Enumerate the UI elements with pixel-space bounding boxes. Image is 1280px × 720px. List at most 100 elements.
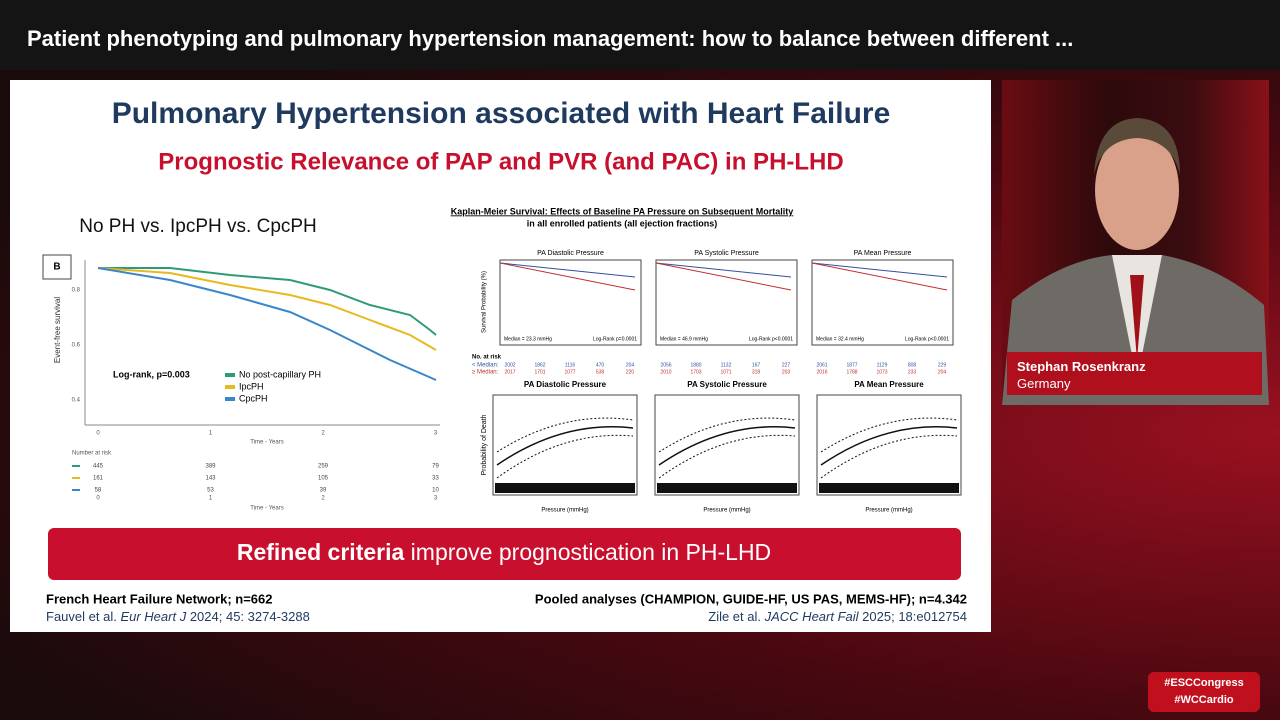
speaker-country: Germany: [1017, 376, 1071, 391]
risk-group: < Median:: [472, 363, 499, 369]
panel-title: PA Systolic Pressure: [687, 380, 767, 389]
risk-cell: 1116: [565, 362, 576, 368]
hashtag: #WCCardio: [1174, 694, 1234, 706]
figure-heading: No PH vs. IpcPH vs. CpcPH: [79, 216, 317, 237]
risk-cell: 53: [207, 488, 214, 494]
risk-cell: 10: [432, 488, 439, 494]
slide-title: Pulmonary Hypertension associated with H…: [112, 97, 891, 130]
risk-cell: 204: [626, 362, 635, 368]
risk-cell: 1877: [846, 362, 857, 368]
legend-label: No post-capillary PH: [239, 369, 321, 379]
speaker-name: Stephan Rosenkranz: [1017, 359, 1146, 374]
rug: [819, 483, 959, 493]
banner-rest: improve prognostication in PH-LHD: [411, 539, 772, 565]
x-label: Pressure (mmHg): [703, 508, 750, 514]
risk-cell: 1073: [876, 369, 887, 375]
slide-subtitle: Prognostic Relevance of PAP and PVR (and…: [158, 148, 843, 175]
risk-cell: 229: [938, 362, 947, 368]
ref-study: French Heart Failure Network; n=662: [46, 591, 273, 606]
slide: Pulmonary Hypertension associated with H…: [10, 80, 991, 632]
banner-bold: Refined criteria: [237, 539, 405, 565]
risk-cell: 105: [318, 476, 329, 482]
y-label: Survival Probability (%): [482, 271, 488, 333]
figure-curve: [811, 262, 948, 291]
ref-citation: Fauvel et al. Eur Heart J 2024; 45: 3274…: [46, 609, 310, 624]
panel-title: PA Systolic Pressure: [694, 250, 759, 257]
median-note: Median = 23.3 mmHg: [504, 336, 552, 342]
rug: [495, 483, 635, 493]
risk-swatch: [72, 489, 80, 491]
figure-band: [496, 417, 634, 479]
risk-cell: 2010: [660, 369, 671, 375]
panel-label: B: [53, 262, 60, 273]
risk-cell: 1077: [564, 369, 575, 375]
figure-subtitle: in all enrolled patients (all ejection f…: [527, 218, 718, 228]
risk-cell: 808: [908, 362, 917, 368]
median-note: Median = 46.9 mmHg: [660, 336, 708, 342]
figure-curve: [655, 262, 792, 291]
face: [1095, 130, 1179, 250]
figure-curve: [496, 426, 634, 466]
risk-cell: 1132: [721, 362, 732, 368]
panel-frame: [655, 259, 798, 346]
risk-cell: 2061: [816, 362, 827, 368]
risk-cell: 58: [95, 488, 102, 494]
logrank-note: Log-Rank p<0.0001: [749, 336, 793, 342]
risk-cell: 204: [938, 369, 947, 375]
risk-cell: 227: [782, 362, 791, 368]
risk-title: Number at risk: [72, 451, 112, 457]
panel-title: PA Mean Pressure: [854, 250, 912, 257]
risk-cell: 1788: [846, 369, 857, 375]
ref-citation: Zile et al. JACC Heart Fail 2025; 18:e01…: [708, 609, 967, 624]
risk-swatch: [72, 465, 80, 467]
figure-curve: [499, 262, 636, 291]
risk-title: No. at risk: [472, 355, 502, 361]
y-label: Event-free survival: [53, 297, 62, 363]
figure-band: [658, 417, 796, 479]
x-tick-label: 1: [209, 496, 213, 502]
name-plate: Stephan Rosenkranz Germany: [1007, 352, 1262, 395]
figure-title: Kaplan-Meier Survival: Effects of Baseli…: [451, 206, 794, 216]
panel-box: [42, 254, 72, 280]
x-tick-label: 0: [96, 496, 100, 502]
panel-frame: [492, 394, 638, 496]
risk-cell: 161: [93, 476, 104, 482]
panel-title: PA Diastolic Pressure: [524, 380, 607, 389]
hashtag: #ESCCongress: [1164, 677, 1244, 689]
risk-cell: 259: [318, 464, 329, 470]
risk-cell: 1071: [720, 369, 731, 375]
tie: [1130, 275, 1144, 360]
y-tick-label: 0.8: [72, 288, 81, 294]
hair: [1094, 118, 1180, 175]
left-figure: No PH vs. IpcPH vs. CpcPH B Event-free s…: [42, 216, 440, 512]
logrank-note: Log-Rank p=0.0001: [593, 336, 637, 342]
risk-cell: 79: [432, 464, 439, 470]
x-label: Pressure (mmHg): [865, 508, 912, 514]
panel-title: PA Mean Pressure: [854, 380, 924, 389]
legend-swatch: [225, 385, 235, 389]
panel-frame: [811, 259, 954, 346]
panel-frame: [654, 394, 800, 496]
risk-cell: 203: [782, 369, 791, 375]
x-tick-label: 3: [434, 431, 438, 437]
panel-title: PA Diastolic Pressure: [537, 250, 604, 257]
risk-cell: 143: [205, 476, 216, 482]
risk-cell: 1880: [690, 362, 701, 368]
stat: Log-rank, p=0.003: [113, 369, 190, 379]
legend-swatch: [225, 373, 235, 377]
y-label: Probability of Death: [481, 414, 488, 475]
median-note: Median = 32.4 mmHg: [816, 336, 864, 342]
x-label: Pressure (mmHg): [541, 508, 588, 514]
x-tick-label: 2: [321, 496, 325, 502]
ref-study: Pooled analyses (CHAMPION, GUIDE-HF, US …: [535, 591, 967, 606]
x-tick-label: 3: [434, 496, 438, 502]
figure-curve: [820, 426, 958, 466]
risk-cell: 389: [205, 464, 216, 470]
risk-cell: 220: [626, 369, 635, 375]
x-tick-label: 1: [209, 431, 213, 437]
right-figure: Kaplan-Meier Survival: Effects of Baseli…: [451, 206, 962, 514]
risk-cell: 318: [752, 369, 761, 375]
risk-cell: 2056: [660, 362, 671, 368]
ref-author: Fauvel et al.: [46, 609, 117, 624]
